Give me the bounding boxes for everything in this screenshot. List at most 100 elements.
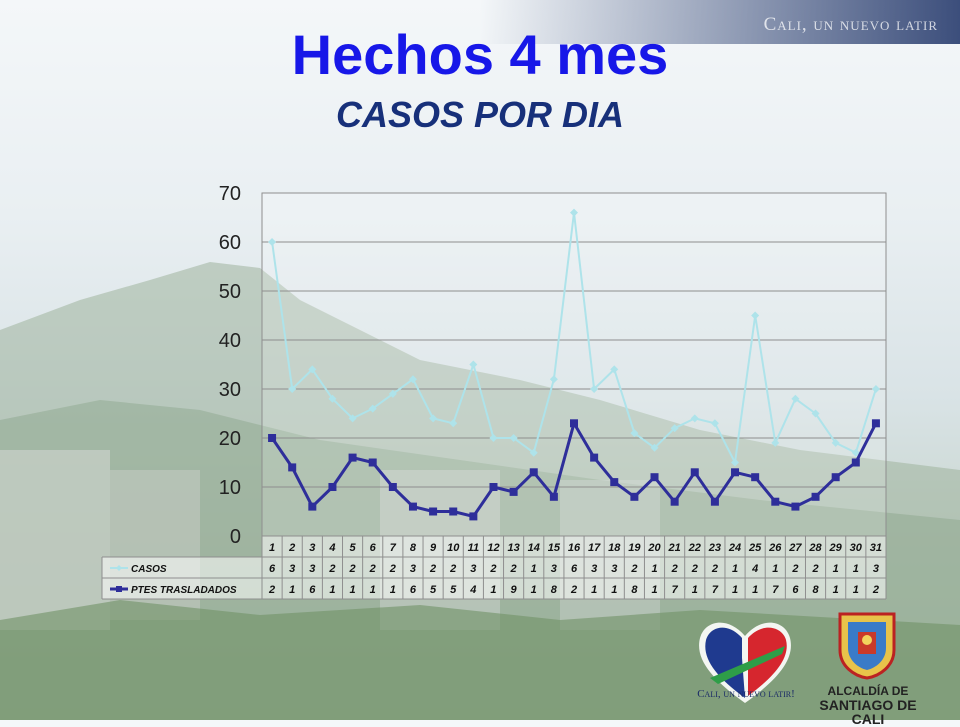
data-point-ptes (871, 419, 880, 428)
x-tick-label: 28 (808, 542, 822, 554)
table-cell: 2 (691, 563, 698, 575)
table-cell: 6 (269, 563, 276, 575)
table-cell: 1 (490, 584, 496, 596)
table-cell: 2 (510, 563, 517, 575)
table-cell: 9 (511, 584, 518, 596)
table-cell: 1 (752, 584, 758, 596)
x-tick-label: 8 (410, 542, 417, 554)
table-cell: 1 (853, 563, 859, 575)
top-band (0, 0, 960, 44)
table-cell: 6 (792, 584, 799, 596)
heart-logo-text: Cali, un nuevo latir! (697, 688, 795, 700)
data-point-ptes (429, 507, 438, 516)
x-tick-label: 2 (288, 542, 295, 554)
table-cell: 1 (833, 584, 839, 596)
x-tick-label: 13 (507, 542, 519, 554)
data-point-ptes (771, 497, 780, 506)
data-point-casos (751, 311, 760, 320)
table-cell: 2 (328, 563, 335, 575)
data-point-ptes (710, 497, 719, 506)
table-cell: 1 (651, 584, 657, 596)
legend-marker (116, 565, 122, 571)
table-cell: 2 (489, 563, 496, 575)
data-point-casos (509, 434, 518, 442)
table-cell: 8 (631, 584, 638, 596)
x-tick-label: 30 (850, 542, 863, 554)
data-point-ptes (851, 458, 860, 467)
y-tick-label: 10 (219, 477, 241, 499)
data-point-casos (670, 424, 679, 433)
data-point-casos (630, 429, 639, 438)
x-tick-label: 3 (309, 542, 315, 554)
data-point-ptes (831, 473, 840, 482)
table-cell: 1 (329, 584, 335, 596)
data-point-casos (268, 238, 277, 246)
data-point-ptes (449, 507, 458, 516)
table-cell: 2 (429, 563, 436, 575)
x-tick-label: 7 (390, 542, 397, 554)
data-point-ptes (610, 478, 619, 487)
y-tick-label: 20 (219, 428, 241, 450)
table-cell: 8 (812, 584, 819, 596)
data-point-casos (570, 208, 578, 217)
table-cell: 1 (370, 584, 376, 596)
data-point-casos (710, 419, 719, 428)
table-cell: 3 (873, 563, 879, 575)
x-tick-label: 26 (768, 542, 782, 554)
data-point-casos (449, 419, 458, 428)
data-point-casos (851, 448, 860, 457)
table-cell: 5 (430, 584, 437, 596)
x-tick-label: 9 (430, 542, 437, 554)
data-point-casos (791, 394, 800, 403)
table-cell: 1 (390, 584, 396, 596)
table-cell: 2 (349, 563, 356, 575)
data-point-casos (610, 365, 619, 374)
data-point-casos (348, 414, 357, 423)
x-tick-label: 5 (350, 542, 357, 554)
table-cell: 1 (853, 584, 859, 596)
x-tick-label: 20 (647, 542, 661, 554)
data-point-casos (388, 389, 397, 398)
crest-icon (838, 612, 896, 680)
data-point-casos (328, 394, 337, 403)
table-cell: 7 (672, 584, 679, 596)
table-cell: 8 (551, 584, 558, 596)
data-point-casos (690, 414, 699, 423)
data-point-ptes (670, 497, 679, 506)
table-cell: 1 (531, 563, 537, 575)
data-point-ptes (368, 458, 377, 467)
x-tick-label: 14 (528, 542, 540, 554)
data-point-ptes (308, 502, 317, 511)
legend-marker (116, 586, 122, 592)
table-cell: 6 (410, 584, 417, 596)
data-point-casos (650, 443, 659, 452)
data-point-ptes (348, 453, 357, 462)
data-point-ptes (529, 468, 538, 477)
y-tick-label: 40 (219, 330, 241, 352)
y-tick-label: 0 (230, 526, 241, 548)
data-point-ptes (549, 492, 558, 501)
table-cell: 2 (268, 584, 275, 596)
data-point-ptes (268, 434, 277, 442)
table-cell: 5 (450, 584, 457, 596)
data-point-ptes (650, 473, 659, 482)
table-cell: 3 (410, 563, 416, 575)
x-tick-label: 16 (568, 542, 581, 554)
table-cell: 3 (470, 563, 476, 575)
table-cell: 2 (449, 563, 456, 575)
table-cell: 1 (833, 563, 839, 575)
data-point-casos (811, 409, 820, 418)
table-cell: 3 (289, 563, 295, 575)
table-cell: 6 (309, 584, 316, 596)
table-cell: 2 (671, 563, 678, 575)
data-point-casos (549, 375, 558, 384)
data-point-ptes (469, 512, 478, 521)
table-cell: 1 (591, 584, 597, 596)
table-cell: 1 (350, 584, 356, 596)
table-cell: 3 (591, 563, 597, 575)
table-cell: 2 (711, 563, 718, 575)
table-cell: 2 (369, 563, 376, 575)
data-point-casos (368, 404, 377, 413)
table-cell: 7 (772, 584, 779, 596)
